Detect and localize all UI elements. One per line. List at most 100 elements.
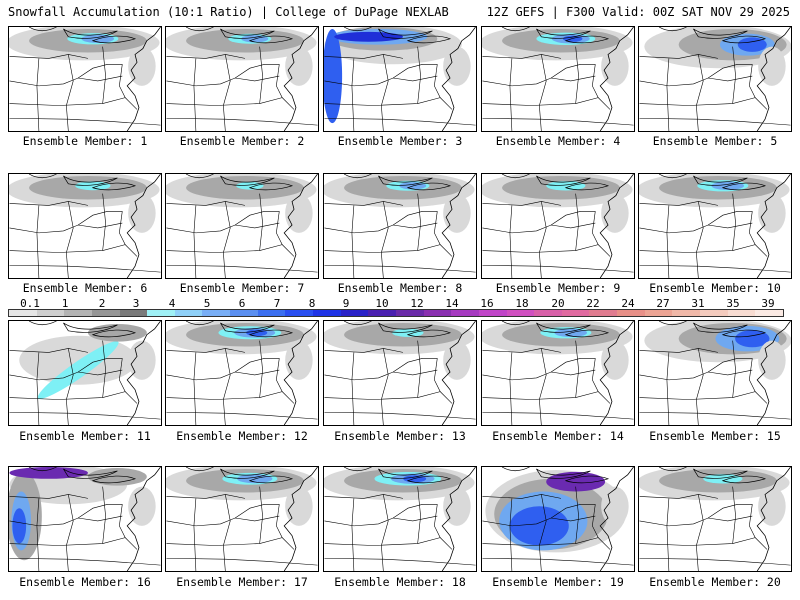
snowfall-map — [9, 27, 161, 131]
snow-coastal — [285, 340, 313, 380]
snow-heavier — [737, 37, 767, 52]
snow-coastal — [128, 193, 156, 233]
ensemble-member-label: Ensemble Member: 5 — [652, 134, 778, 148]
snow-coastal — [443, 46, 471, 86]
colorbar-segment — [727, 310, 756, 316]
snow-coastal — [443, 486, 471, 526]
ensemble-member-label: Ensemble Member: 3 — [337, 134, 463, 148]
colorbar-tick-label: 27 — [656, 297, 670, 310]
colorbar-tick-label: 1 — [61, 297, 69, 310]
colorbar-tick-label: 5 — [203, 297, 211, 310]
colorbar-segment — [672, 310, 701, 316]
ensemble-map-panel — [481, 26, 635, 132]
snowfall-map — [482, 321, 634, 425]
colorbar-segment — [64, 310, 92, 316]
snowfall-map — [9, 174, 161, 278]
snow-extreme — [9, 467, 88, 479]
colorbar-tick-label: 8 — [308, 297, 316, 310]
ensemble-member-label: Ensemble Member: 14 — [492, 429, 624, 443]
ensemble-map-panel — [638, 26, 792, 132]
colorbar-segment — [285, 310, 314, 316]
ensemble-map-panel — [8, 26, 162, 132]
snow-extreme — [546, 471, 606, 492]
ensemble-map-panel — [165, 26, 319, 132]
ensemble-map-panel — [638, 320, 792, 426]
ensemble-map-panel — [165, 173, 319, 279]
colorbar-tick-label: 16 — [480, 297, 494, 310]
snow-coastal — [285, 193, 313, 233]
snowfall-map — [166, 27, 318, 131]
ensemble-member-label: Ensemble Member: 6 — [22, 281, 148, 295]
snowfall-map — [639, 27, 791, 131]
colorbar-tick-label: 7 — [273, 297, 281, 310]
ensemble-member-label: Ensemble Member: 19 — [492, 575, 624, 589]
snow-coastal — [758, 193, 786, 233]
snow-coastal — [128, 486, 156, 526]
ensemble-member-label: Ensemble Member: 9 — [495, 281, 621, 295]
ensemble-map-panel — [638, 466, 792, 572]
ensemble-map-panel — [638, 173, 792, 279]
ensemble-member-label: Ensemble Member: 18 — [334, 575, 466, 589]
colorbar-segment — [119, 310, 148, 316]
ensemble-member-label: Ensemble Member: 13 — [334, 429, 466, 443]
colorbar-tick-label: 2 — [98, 297, 106, 310]
ensemble-map-panel — [323, 173, 477, 279]
ensemble-member-label: Ensemble Member: 16 — [19, 575, 151, 589]
colorbar-tick-label: 24 — [621, 297, 635, 310]
ensemble-map-panel — [323, 466, 477, 572]
snow-coastal — [285, 486, 313, 526]
snow-extreme — [334, 31, 403, 42]
ensemble-map-panel — [165, 320, 319, 426]
colorbar-tick-label: 0.1 — [20, 297, 40, 310]
colorbar-segment — [700, 310, 728, 316]
colorbar-segment — [202, 310, 231, 316]
ensemble-member-label: Ensemble Member: 2 — [179, 134, 305, 148]
snow-heavier — [735, 330, 770, 348]
snowfall-map — [639, 467, 791, 571]
snowfall-map — [324, 174, 476, 278]
ensemble-member-label: Ensemble Member: 20 — [649, 575, 781, 589]
colorbar-segment — [91, 310, 120, 316]
colorbar-segment — [174, 310, 203, 316]
colorbar-segment — [368, 310, 396, 316]
snow-coastal — [758, 46, 786, 86]
colorbar-segment — [36, 310, 65, 316]
colorbar-segment — [313, 310, 341, 316]
snowfall-map — [639, 174, 791, 278]
colorbar-segment — [395, 310, 424, 316]
snowfall-map — [324, 27, 476, 131]
colorbar-segment — [644, 310, 673, 316]
snow-coastal — [128, 46, 156, 86]
snowfall-map — [9, 467, 161, 571]
colorbar-segment — [534, 310, 562, 316]
colorbar-tick-label: 18 — [515, 297, 529, 310]
colorbar-tick-label: 14 — [445, 297, 459, 310]
snow-heavier — [12, 508, 27, 544]
ensemble-map-panel — [8, 466, 162, 572]
colorbar-segment — [423, 310, 452, 316]
header: Snowfall Accumulation (10:1 Ratio) | Col… — [0, 0, 800, 22]
colorbar-segment — [9, 310, 37, 316]
colorbar-segment — [147, 310, 175, 316]
snow-coastal — [285, 46, 313, 86]
snow-coastal — [601, 340, 629, 380]
snowfall-map — [324, 467, 476, 571]
snow-mid — [87, 323, 147, 342]
snowfall-map — [9, 321, 161, 425]
snow-coastal — [443, 193, 471, 233]
colorbar-segment — [340, 310, 369, 316]
ensemble-member-label: Ensemble Member: 8 — [337, 281, 463, 295]
colorbar-segment — [617, 310, 645, 316]
ensemble-member-label: Ensemble Member: 11 — [19, 429, 151, 443]
colorbar-tick-label: 3 — [132, 297, 140, 310]
ensemble-map-panel — [8, 320, 162, 426]
colorbar-segment — [478, 310, 507, 316]
colorbar-tick-label: 39 — [761, 297, 775, 310]
snowfall-map — [639, 321, 791, 425]
colorbar-segment — [561, 310, 590, 316]
map-title: Snowfall Accumulation (10:1 Ratio) | Col… — [8, 5, 449, 19]
snow-coastal — [601, 486, 629, 526]
snow-coastal — [758, 486, 786, 526]
snow-coastal — [601, 193, 629, 233]
snowfall-map — [482, 174, 634, 278]
